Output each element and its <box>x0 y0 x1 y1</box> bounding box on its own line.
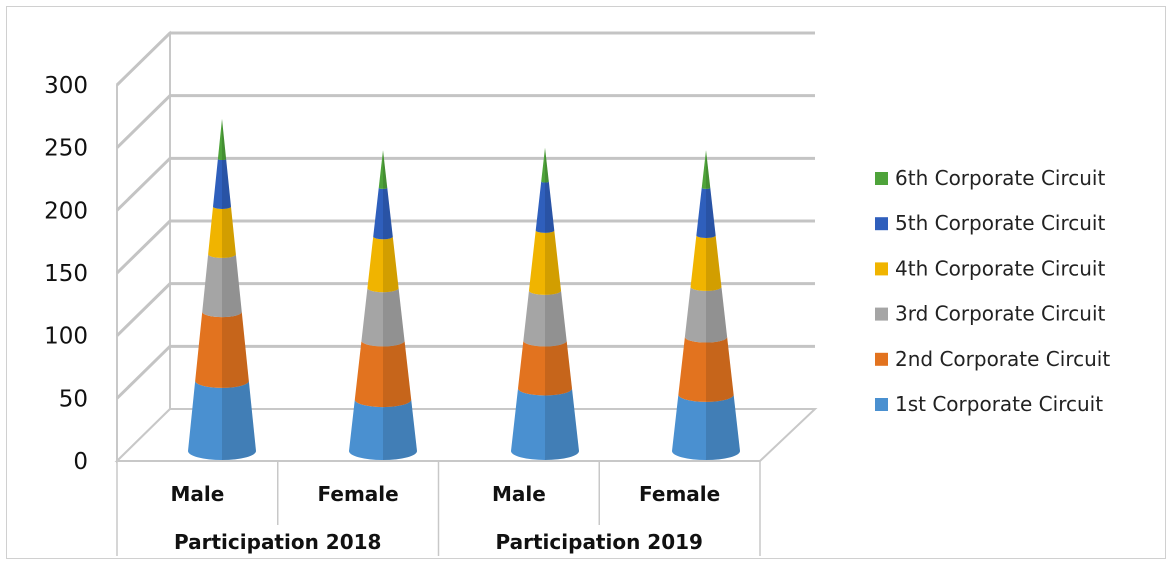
cone-segment <box>528 230 562 295</box>
cone-shade <box>545 388 579 460</box>
y-tick-label: 0 <box>73 449 88 475</box>
cone-shade <box>222 311 249 388</box>
legend-label: 2nd Corporate Circuit <box>895 347 1110 371</box>
cone-shade <box>383 150 388 189</box>
cone-segment <box>518 340 572 396</box>
cone-shade <box>545 230 562 295</box>
x-tick-label: Male <box>492 482 546 506</box>
legend-swatch <box>875 307 888 321</box>
legend-label: 6th Corporate Circuit <box>895 166 1105 190</box>
gridline <box>115 344 815 400</box>
cone-shade <box>545 290 567 347</box>
cone-shade <box>383 236 399 293</box>
cone-shade <box>706 235 722 291</box>
y-tick-label: 250 <box>44 136 88 162</box>
legend-label: 4th Corporate Circuit <box>895 256 1105 280</box>
gridline <box>115 31 815 87</box>
cone-segment <box>701 150 711 189</box>
cone-shade <box>706 187 716 238</box>
cone-shade <box>706 150 711 189</box>
legend-swatch <box>875 398 888 411</box>
cone-segment <box>217 118 227 161</box>
cone-segment <box>696 187 716 238</box>
legend-swatch <box>875 172 888 185</box>
legend-item: 5th Corporate Circuit <box>875 211 1105 235</box>
cone-shade <box>383 340 412 408</box>
cone-shade <box>545 181 555 233</box>
x-group-label: Participation 2019 <box>496 530 703 554</box>
cone-segment <box>373 187 393 240</box>
cone-shade <box>706 336 734 402</box>
grid-lines <box>115 31 815 400</box>
cones <box>188 118 740 460</box>
y-tick-label: 150 <box>44 261 88 287</box>
y-tick-label: 300 <box>44 73 88 99</box>
legend-swatch <box>875 352 888 366</box>
legend-label: 5th Corporate Circuit <box>895 211 1105 235</box>
cone-segment <box>378 150 388 189</box>
gridline <box>115 94 815 149</box>
cone-segment <box>367 236 399 293</box>
legend-swatch <box>875 262 888 276</box>
legend-item: 6th Corporate Circuit <box>875 166 1105 190</box>
cone-segment <box>213 158 231 209</box>
cone-segment <box>202 254 242 318</box>
cone <box>188 118 256 460</box>
y-axis: 0 50 100 150 200 250 300 <box>44 73 88 475</box>
legend-item: 4th Corporate Circuit <box>875 256 1105 280</box>
gridline <box>115 282 815 337</box>
cone-segment <box>672 394 740 460</box>
x-tick-label: Male <box>170 482 224 506</box>
cone-segment <box>690 235 722 291</box>
cone-segment <box>541 147 549 183</box>
cone-shade <box>222 206 236 258</box>
cone-shade <box>222 158 231 209</box>
cone-segment <box>354 340 412 408</box>
cone-segment <box>523 290 567 347</box>
legend-item: 3rd Corporate Circuit <box>875 302 1106 326</box>
cone-shade <box>545 147 549 183</box>
cone-shade <box>383 399 417 460</box>
cone-segment <box>208 206 236 258</box>
cone-segment <box>511 388 579 460</box>
cone <box>672 150 740 460</box>
gridline <box>115 156 815 212</box>
cone-segment <box>684 286 728 343</box>
cone-shade <box>383 187 393 240</box>
cone <box>349 150 417 460</box>
cone-shade <box>222 380 256 460</box>
cone-segment <box>678 336 734 402</box>
legend-swatch <box>875 217 888 231</box>
x-tick-label: Female <box>639 482 720 506</box>
cone-segment <box>349 399 417 460</box>
cone-shade <box>222 118 227 161</box>
cone <box>511 147 579 460</box>
cone-segment <box>361 288 405 347</box>
legend: 6th Corporate Circuit 5th Corporate Circu… <box>875 166 1110 416</box>
cone-segment <box>535 181 555 233</box>
cone-segment <box>188 380 256 460</box>
legend-item: 2nd Corporate Circuit <box>875 347 1110 371</box>
cone-shade <box>383 288 405 347</box>
x-tick-label: Female <box>318 482 399 506</box>
x-axis: Male Female Male Female Participation 2018 Pa… <box>116 460 761 556</box>
y-tick-label: 50 <box>59 386 88 412</box>
cone-shade <box>706 394 740 460</box>
y-tick-label: 100 <box>44 324 88 350</box>
cone-shade <box>222 254 242 318</box>
legend-label: 1st Corporate Circuit <box>895 392 1103 416</box>
cone-segment <box>195 311 249 388</box>
legend-label: 3rd Corporate Circuit <box>895 302 1106 326</box>
cone-shade <box>706 286 728 343</box>
legend-item: 1st Corporate Circuit <box>875 392 1103 416</box>
gridline <box>115 219 815 275</box>
y-tick-label: 200 <box>44 198 88 224</box>
cone-shade <box>545 340 572 396</box>
x-group-label: Participation 2018 <box>174 530 381 554</box>
chart-frame <box>6 6 1166 559</box>
